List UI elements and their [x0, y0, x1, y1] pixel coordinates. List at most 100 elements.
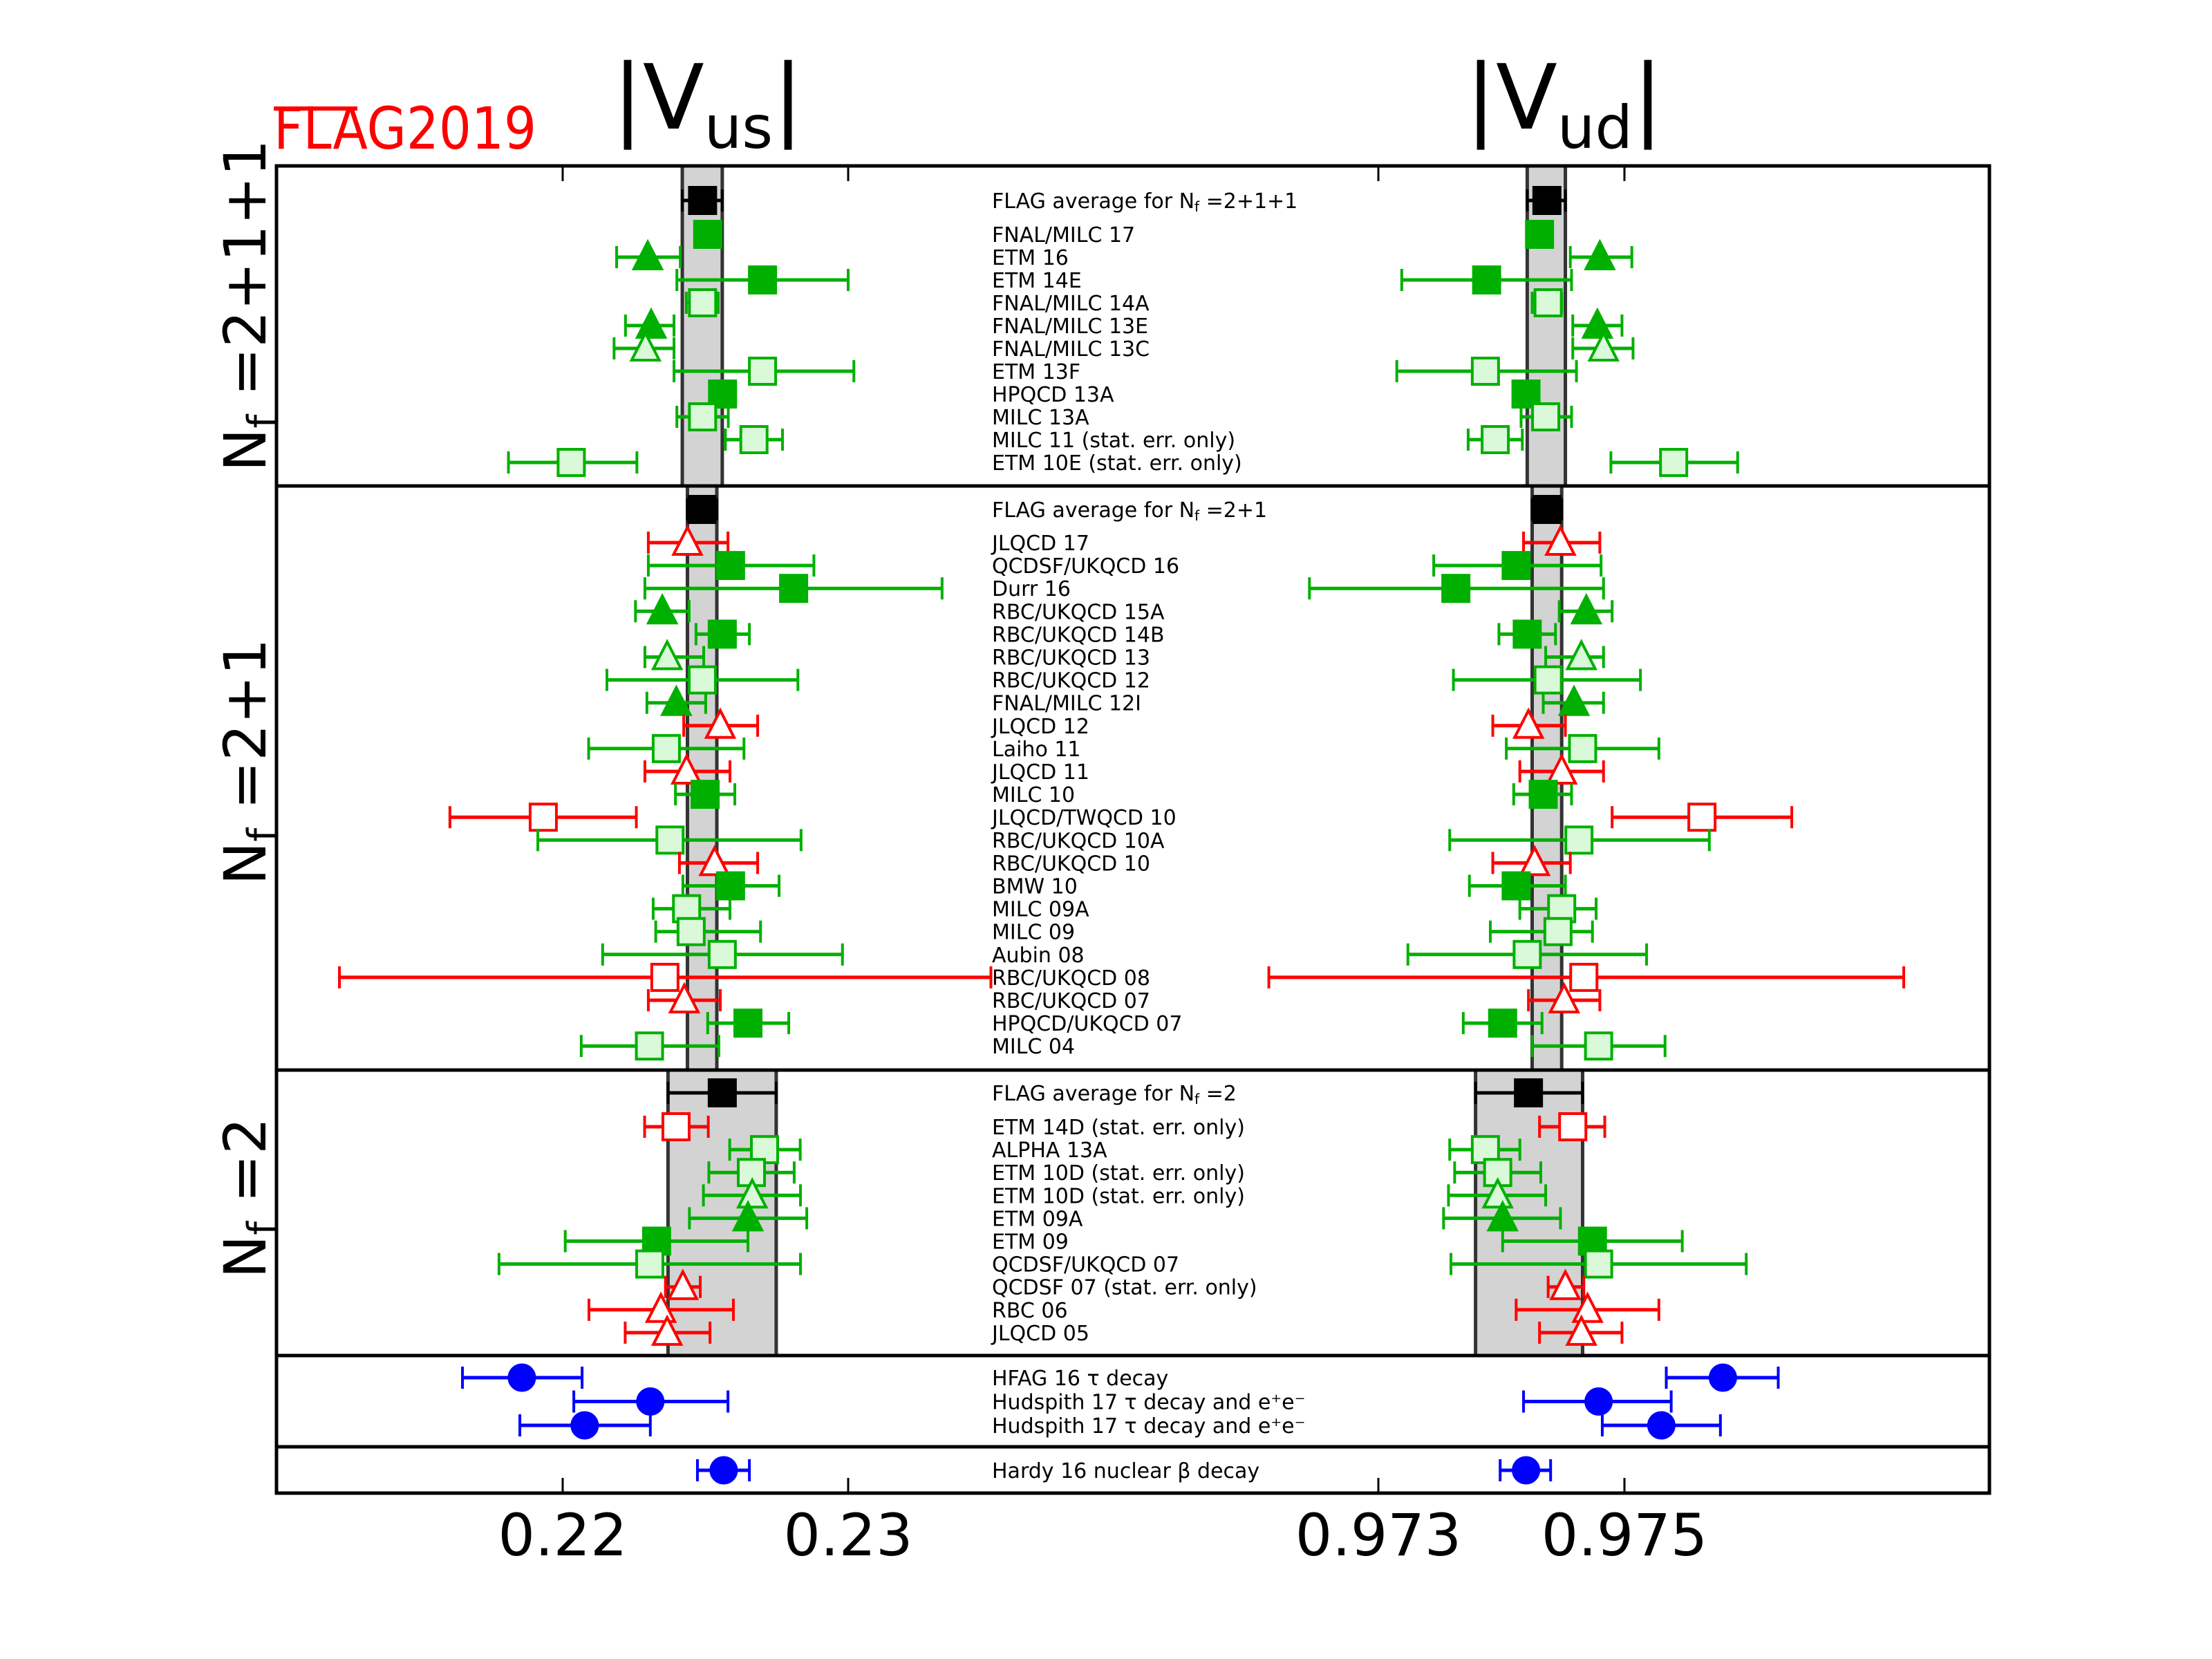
marker-square	[1532, 495, 1562, 524]
marker-triangle	[1481, 1177, 1514, 1209]
marker-square	[1569, 962, 1599, 992]
axis-title-vud-sub: ud	[1557, 93, 1633, 162]
study-label: RBC/UKQCD 10	[992, 852, 1150, 876]
data-marks	[338, 186, 1906, 1485]
data-point-vus	[681, 871, 781, 901]
marker-square	[1514, 1078, 1544, 1107]
data-point-vus	[682, 707, 760, 739]
study-label: Hardy 16 nuclear β decay	[992, 1459, 1259, 1483]
marker-triangle	[644, 1291, 677, 1323]
marker-triangle	[1548, 982, 1581, 1013]
average-band-vus	[682, 166, 722, 486]
data-point-vus	[497, 1249, 803, 1279]
data-point-vud	[1511, 379, 1541, 409]
data-point-vus	[448, 803, 638, 832]
data-point-vud	[1538, 1314, 1624, 1346]
marker-triangle	[1549, 1268, 1582, 1300]
marker-square	[528, 803, 558, 832]
data-point-vus	[646, 551, 816, 581]
average-band-vud	[1527, 166, 1566, 486]
study-label: Hudspith 17 τ decay and e⁺e⁻	[992, 1391, 1305, 1415]
data-point-vud	[1557, 592, 1614, 625]
study-label: ETM 09A	[992, 1207, 1083, 1231]
study-label: Laiho 11	[992, 738, 1081, 762]
avg-label-text: FLAG average for N	[992, 1082, 1194, 1106]
marker-square	[1525, 220, 1555, 249]
data-point-vus	[645, 684, 707, 716]
data-point-vus	[673, 357, 856, 386]
data-point-vus	[579, 1031, 720, 1061]
avg-label-nf: =2+1	[1199, 498, 1267, 523]
data-point-vus	[664, 1268, 702, 1300]
marker-square	[691, 780, 720, 809]
study-label: BMW 10	[992, 875, 1078, 899]
marker-triangle	[1587, 330, 1620, 362]
ylabel-sub: f	[240, 1221, 285, 1235]
data-point-vud	[1519, 402, 1573, 431]
marker-triangle	[1565, 639, 1597, 671]
marker-triangle	[1512, 707, 1545, 739]
marker-square	[651, 733, 681, 763]
data-point-vus	[572, 1387, 730, 1416]
study-label: FNAL/MILC 12I	[992, 692, 1141, 716]
marker-square	[687, 495, 717, 524]
study-label: Durr 16	[992, 577, 1071, 601]
axis-title-vus-bar: |	[773, 45, 803, 150]
marker-square	[1472, 265, 1501, 294]
data-point-vud	[1452, 665, 1642, 695]
marker-triangle	[635, 307, 668, 339]
marker-triangle	[670, 753, 703, 785]
marker-triangle	[629, 330, 662, 362]
marker-triangle	[1581, 307, 1614, 339]
study-label: HPQCD/UKQCD 07	[992, 1012, 1182, 1036]
flag-average-label: FLAG average for Nf =2	[992, 1082, 1237, 1107]
study-label: RBC 06	[992, 1299, 1068, 1323]
data-point-vus	[606, 665, 800, 695]
marker-square	[1659, 448, 1689, 477]
data-point-vud	[1468, 871, 1567, 901]
axis-title-vus-sub: us	[704, 93, 773, 162]
data-point-vud	[1665, 1363, 1780, 1392]
study-label: RBC/UKQCD 12	[992, 669, 1150, 693]
data-point-vus	[677, 845, 760, 877]
flag-average-point-vus	[666, 1078, 778, 1107]
logo-text: FLAG2019	[274, 95, 536, 162]
study-label: ETM 14D (stat. err. only)	[992, 1116, 1245, 1140]
data-point-vud	[1400, 265, 1573, 294]
marker-triangle	[731, 1200, 765, 1232]
data-point-vud	[1447, 1177, 1548, 1209]
marker-circle	[1512, 1456, 1541, 1485]
study-label: HPQCD 13A	[992, 383, 1114, 407]
marker-square	[715, 871, 745, 901]
data-point-vus	[624, 1314, 712, 1346]
data-point-vus	[518, 1411, 652, 1440]
avg-label-sub: f	[1194, 198, 1200, 215]
data-point-vus	[615, 238, 682, 270]
data-point-vud	[1488, 917, 1594, 946]
data-point-vud	[1497, 619, 1557, 649]
ylabel-value: =2+1+1	[212, 140, 279, 415]
study-label: RBC/UKQCD 13	[992, 646, 1150, 671]
marker-square	[779, 574, 809, 603]
axis-title-vud: |Vud|	[1465, 45, 1663, 162]
data-point-vus	[695, 1456, 751, 1485]
marker-square	[1512, 619, 1542, 649]
data-point-vud	[1518, 753, 1605, 785]
marker-square	[635, 1249, 664, 1279]
study-label: JLQCD 17	[991, 532, 1089, 556]
study-label: QCDSF/UKQCD 07	[992, 1253, 1179, 1277]
data-point-vus	[702, 1177, 803, 1209]
marker-square	[635, 1031, 664, 1061]
data-point-vud	[1461, 1009, 1544, 1038]
data-point-vus	[587, 1291, 735, 1323]
ylabel-n: N	[212, 429, 279, 472]
study-label: JLQCD 05	[991, 1322, 1089, 1346]
study-label: QCDSF/UKQCD 16	[992, 554, 1179, 579]
ylabel-value: =2	[212, 1117, 279, 1221]
data-point-vud	[1395, 357, 1578, 386]
data-point-vus	[643, 639, 706, 671]
marker-triangle	[1571, 1291, 1604, 1323]
marker-circle	[1708, 1363, 1737, 1392]
axis-title-vud-bar: |	[1633, 45, 1663, 150]
